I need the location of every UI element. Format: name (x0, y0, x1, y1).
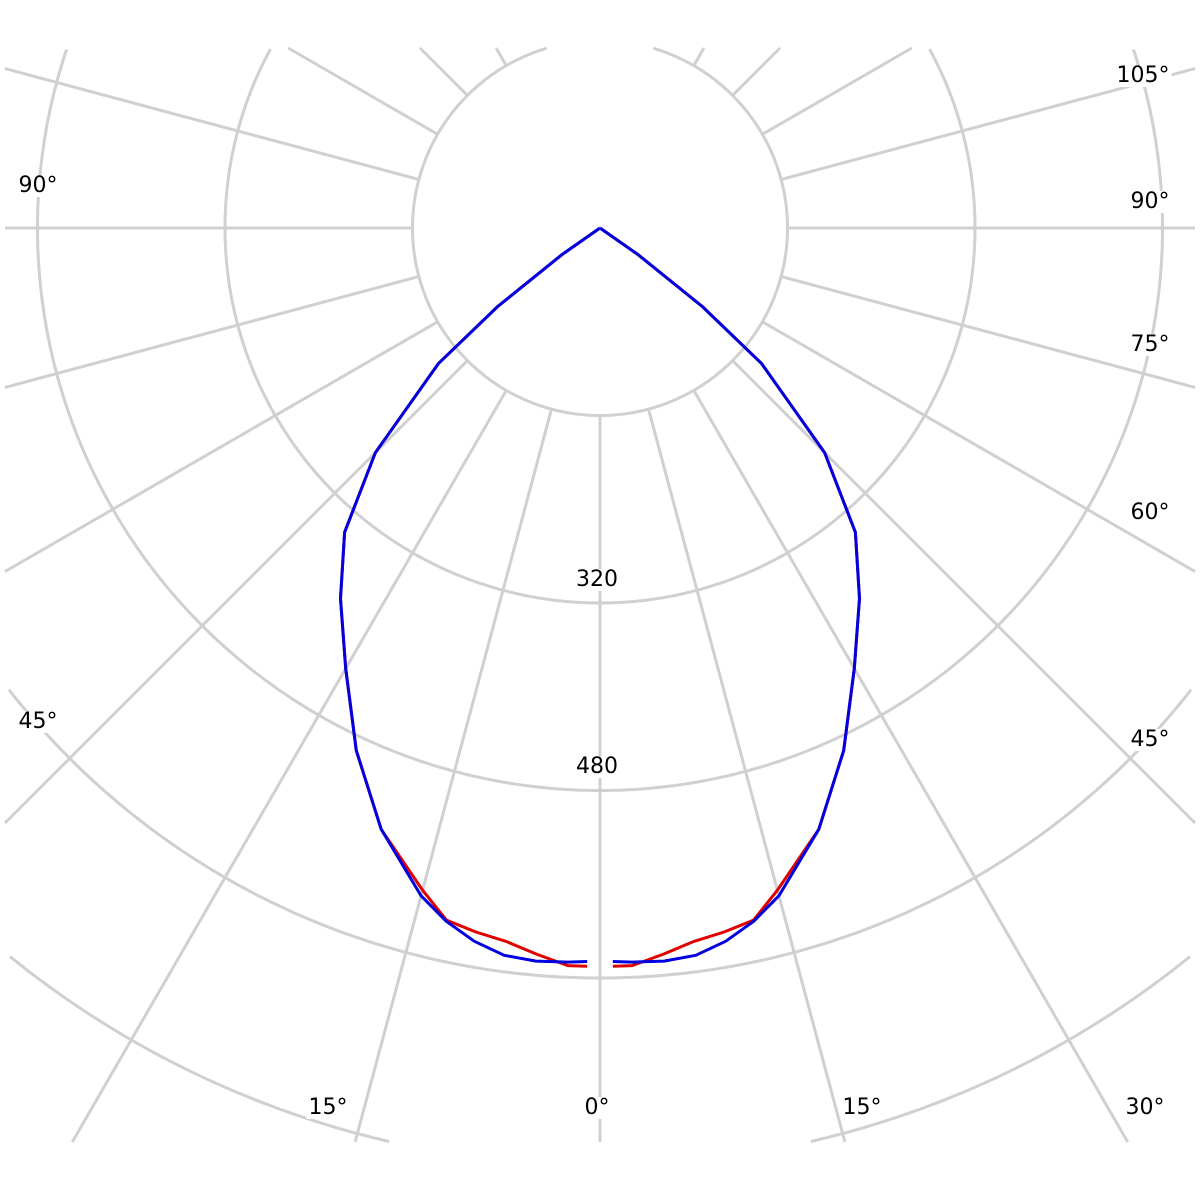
grid-spoke-left-75 (4, 275, 420, 389)
grid-circle-640-part-2 (7, 688, 600, 980)
series-1-curve-right (599, 226, 861, 968)
grid-spoke-right-15 (647, 408, 847, 1143)
grid-spoke-right-30 (692, 389, 1129, 1143)
angle-label-right-90: 90° (1128, 189, 1172, 214)
series-2-curve-right (599, 226, 861, 964)
grid-spoke-right-60 (761, 320, 1196, 573)
grid-spoke-left-135 (418, 46, 469, 97)
grid-circle-160-part-1 (600, 46, 789, 417)
grid-spoke-left-45 (3, 359, 469, 825)
grid-spoke-left-120 (287, 46, 439, 136)
angle-label-left-45: 45° (16, 709, 60, 734)
angle-label-left-90: 90° (16, 173, 60, 198)
grid-circle-640-part-1 (600, 688, 1193, 980)
grid-circle-800-part-2 (9, 955, 390, 1143)
angle-label-bottom-right-30: 30° (1123, 1095, 1167, 1120)
angle-label-right-105: 105° (1114, 63, 1172, 88)
grid-spoke-right-150 (692, 47, 706, 67)
radial-label-480: 480 (574, 754, 620, 779)
grid-circle-320-part-1 (600, 48, 977, 605)
grid-spoke-left-15 (353, 408, 553, 1143)
polar-grid (3, 46, 1197, 1143)
grid-circle-480-part-1 (600, 49, 1164, 792)
series-2-curve-left (339, 226, 601, 964)
grid-spoke-right-120 (761, 46, 913, 136)
radial-label-320: 320 (574, 567, 620, 592)
grid-circle-480-part-2 (36, 49, 600, 792)
grid-spoke-right-105 (780, 67, 1196, 181)
angle-label-right-45: 45° (1128, 727, 1172, 752)
angle-label-right-60: 60° (1128, 500, 1172, 525)
grid-circle-160-part-2 (411, 46, 600, 417)
grid-spoke-left-105 (4, 67, 420, 181)
series-1-curve-left (339, 226, 601, 968)
angle-label-bottom-right-15: 15° (840, 1095, 884, 1120)
angle-label-bottom-0: 0° (582, 1095, 612, 1120)
grid-spoke-left-30 (71, 389, 508, 1143)
grid-circle-320-part-2 (223, 48, 600, 605)
grid-circle-800-part-1 (810, 955, 1191, 1143)
grid-spoke-right-135 (731, 46, 782, 97)
grid-spoke-right-75 (780, 275, 1196, 389)
angle-label-right-75: 75° (1128, 332, 1172, 357)
grid-spoke-left-60 (4, 320, 439, 573)
intensity-curves (339, 226, 861, 968)
angle-label-bottom-left-15: 15° (306, 1095, 350, 1120)
grid-spoke-right-45 (731, 359, 1197, 825)
grid-spoke-left-150 (494, 47, 508, 67)
